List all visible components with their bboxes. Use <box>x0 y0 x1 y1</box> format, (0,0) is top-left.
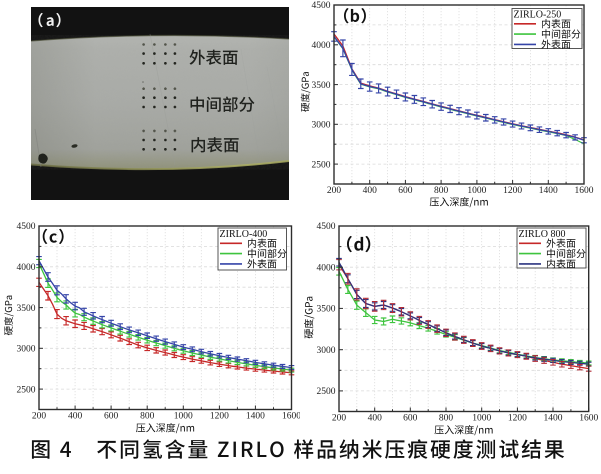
svg-text:1000: 1000 <box>467 186 486 196</box>
svg-text:4000: 4000 <box>317 263 336 273</box>
svg-text:3500: 3500 <box>312 81 331 91</box>
svg-text:600: 600 <box>104 412 119 422</box>
svg-text:1400: 1400 <box>544 414 563 424</box>
svg-text:1400: 1400 <box>539 186 558 196</box>
svg-text:600: 600 <box>403 414 418 424</box>
svg-text:800: 800 <box>439 414 454 424</box>
svg-text:200: 200 <box>332 414 347 424</box>
svg-text:4000: 4000 <box>17 263 36 273</box>
svg-text:2500: 2500 <box>17 385 36 395</box>
svg-text:4500: 4500 <box>317 222 336 232</box>
svg-text:4000: 4000 <box>312 41 331 51</box>
svg-text:600: 600 <box>398 186 413 196</box>
svg-text:400: 400 <box>363 186 378 196</box>
svg-text:800: 800 <box>140 412 155 422</box>
svg-text:ZIRLO-400: ZIRLO-400 <box>220 229 268 240</box>
svg-text:ZIRLO-250: ZIRLO-250 <box>514 10 562 21</box>
svg-text:800: 800 <box>434 186 449 196</box>
svg-text:3500: 3500 <box>317 305 336 315</box>
svg-text:1200: 1200 <box>210 412 229 422</box>
svg-text:400: 400 <box>368 414 383 424</box>
svg-text:200: 200 <box>32 412 47 422</box>
svg-text:3000: 3000 <box>317 346 336 356</box>
svg-text:1600: 1600 <box>579 414 598 424</box>
svg-text:1600: 1600 <box>282 412 300 422</box>
svg-text:400: 400 <box>68 412 83 422</box>
svg-text:2500: 2500 <box>312 160 331 170</box>
svg-text:1000: 1000 <box>472 414 491 424</box>
svg-text:1200: 1200 <box>503 186 522 196</box>
svg-text:ZIRLO 800: ZIRLO 800 <box>519 229 566 240</box>
svg-text:4500: 4500 <box>17 222 36 232</box>
svg-text:3500: 3500 <box>17 304 36 314</box>
svg-text:200: 200 <box>327 186 342 196</box>
svg-text:1400: 1400 <box>246 412 265 422</box>
svg-text:1200: 1200 <box>508 414 527 424</box>
svg-text:4500: 4500 <box>312 1 331 11</box>
svg-text:1000: 1000 <box>174 412 193 422</box>
svg-text:1600: 1600 <box>575 186 594 196</box>
svg-text:3000: 3000 <box>17 345 36 355</box>
svg-text:2500: 2500 <box>317 387 336 397</box>
svg-text:3000: 3000 <box>312 121 331 131</box>
